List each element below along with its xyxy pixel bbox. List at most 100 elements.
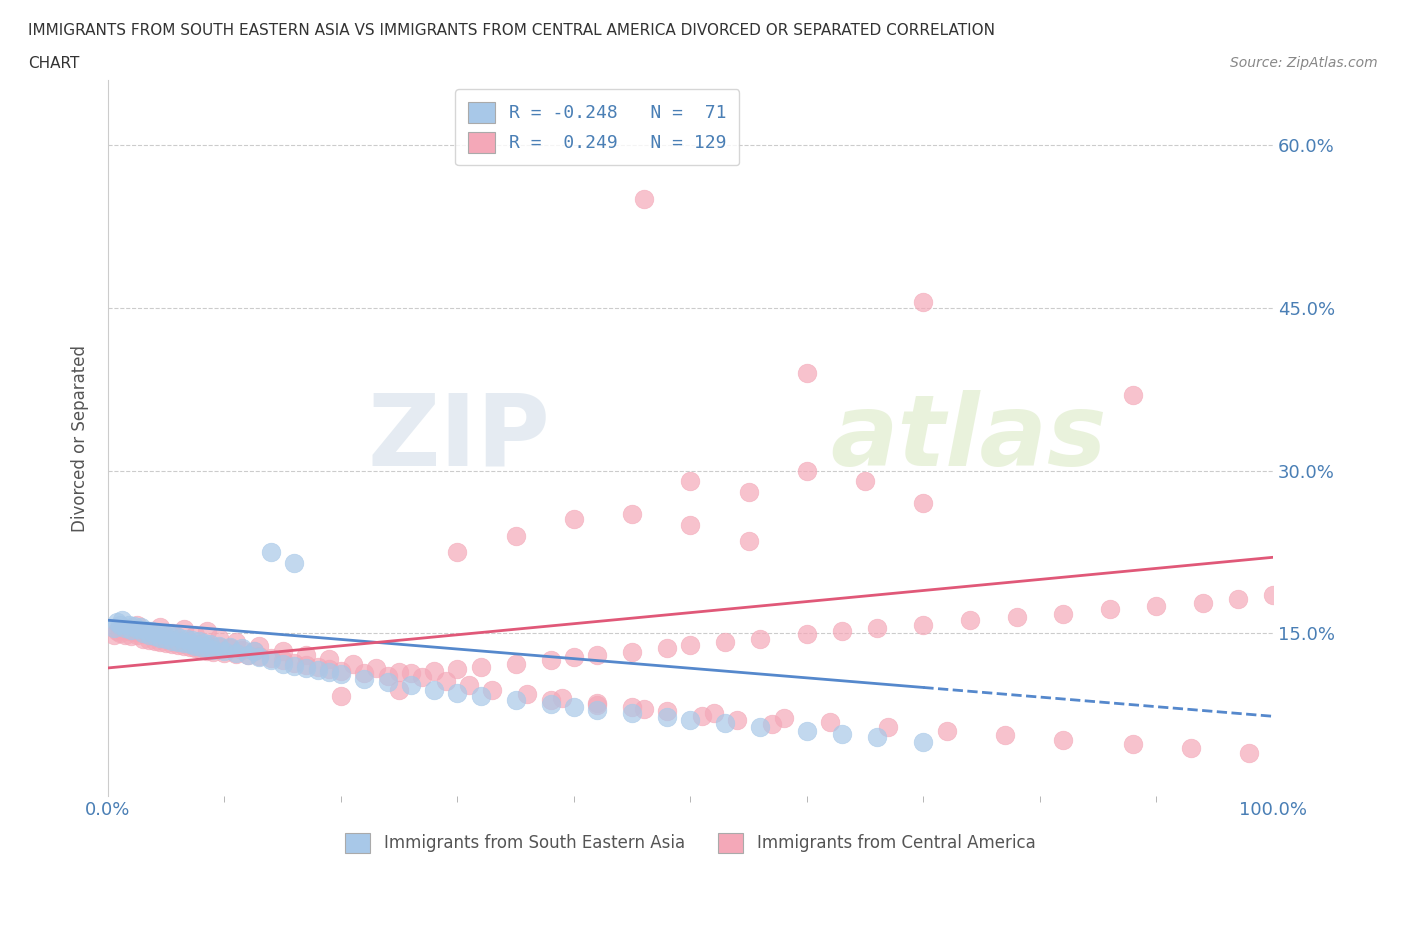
Point	[353, 666, 375, 681]
Point	[818, 715, 841, 730]
Point	[411, 670, 433, 684]
Point	[200, 639, 222, 654]
Point	[1180, 741, 1202, 756]
Point	[127, 618, 149, 632]
Point	[149, 619, 172, 634]
Point	[105, 615, 128, 630]
Point	[796, 627, 818, 642]
Point	[540, 693, 562, 708]
Point	[138, 632, 160, 647]
Point	[122, 618, 145, 633]
Point	[138, 628, 160, 643]
Point	[772, 711, 794, 725]
Point	[249, 639, 271, 654]
Point	[1052, 732, 1074, 747]
Point	[423, 664, 446, 679]
Point	[236, 647, 259, 662]
Point	[377, 668, 399, 683]
Point	[562, 699, 585, 714]
Point	[129, 624, 152, 639]
Point	[225, 646, 247, 661]
Point	[1144, 599, 1167, 614]
Point	[470, 659, 492, 674]
Point	[307, 659, 329, 674]
Point	[1098, 602, 1121, 617]
Point	[295, 660, 318, 675]
Point	[114, 628, 136, 643]
Point	[935, 724, 957, 738]
Point	[388, 665, 411, 680]
Point	[132, 626, 155, 641]
Point	[446, 661, 468, 676]
Point	[655, 710, 678, 724]
Point	[122, 625, 145, 640]
Point	[586, 696, 609, 711]
Point	[271, 644, 294, 658]
Point	[342, 657, 364, 671]
Point	[180, 635, 202, 650]
Y-axis label: Divorced or Separated: Divorced or Separated	[72, 344, 89, 532]
Point	[179, 640, 201, 655]
Point	[165, 629, 187, 644]
Point	[831, 726, 853, 741]
Point	[214, 644, 236, 658]
Point	[105, 624, 128, 639]
Point	[505, 528, 527, 543]
Point	[446, 544, 468, 559]
Point	[399, 678, 422, 693]
Point	[108, 626, 131, 641]
Point	[283, 655, 305, 670]
Point	[912, 496, 935, 511]
Point	[912, 295, 935, 310]
Point	[149, 631, 172, 645]
Point	[231, 641, 253, 656]
Point	[1005, 609, 1028, 624]
Point	[157, 631, 180, 646]
Point	[190, 640, 212, 655]
Point	[725, 712, 748, 727]
Point	[271, 653, 294, 668]
Point	[388, 683, 411, 698]
Point	[219, 640, 242, 655]
Point	[1122, 387, 1144, 402]
Point	[169, 633, 191, 648]
Point	[176, 631, 198, 646]
Point	[866, 730, 889, 745]
Point	[458, 678, 481, 693]
Point	[141, 624, 163, 639]
Point	[633, 702, 655, 717]
Point	[307, 663, 329, 678]
Point	[329, 664, 352, 679]
Point	[679, 517, 702, 532]
Point	[160, 626, 183, 641]
Point	[129, 619, 152, 634]
Point	[377, 674, 399, 689]
Point	[621, 507, 644, 522]
Point	[225, 634, 247, 649]
Point	[353, 671, 375, 686]
Point	[1226, 591, 1249, 606]
Point	[481, 683, 503, 698]
Point	[120, 629, 142, 644]
Point	[195, 641, 218, 656]
Point	[193, 638, 215, 653]
Point	[260, 653, 283, 668]
Point	[621, 706, 644, 721]
Point	[201, 642, 224, 657]
Point	[201, 644, 224, 659]
Point	[160, 633, 183, 648]
Point	[193, 635, 215, 650]
Point	[184, 641, 207, 656]
Point	[155, 631, 177, 646]
Point	[132, 631, 155, 646]
Point	[242, 644, 264, 658]
Point	[470, 689, 492, 704]
Point	[1192, 595, 1215, 610]
Point	[190, 642, 212, 657]
Point	[655, 704, 678, 719]
Text: ZIP: ZIP	[368, 390, 551, 486]
Point	[260, 544, 283, 559]
Point	[231, 642, 253, 657]
Text: atlas: atlas	[830, 390, 1107, 486]
Point	[551, 691, 574, 706]
